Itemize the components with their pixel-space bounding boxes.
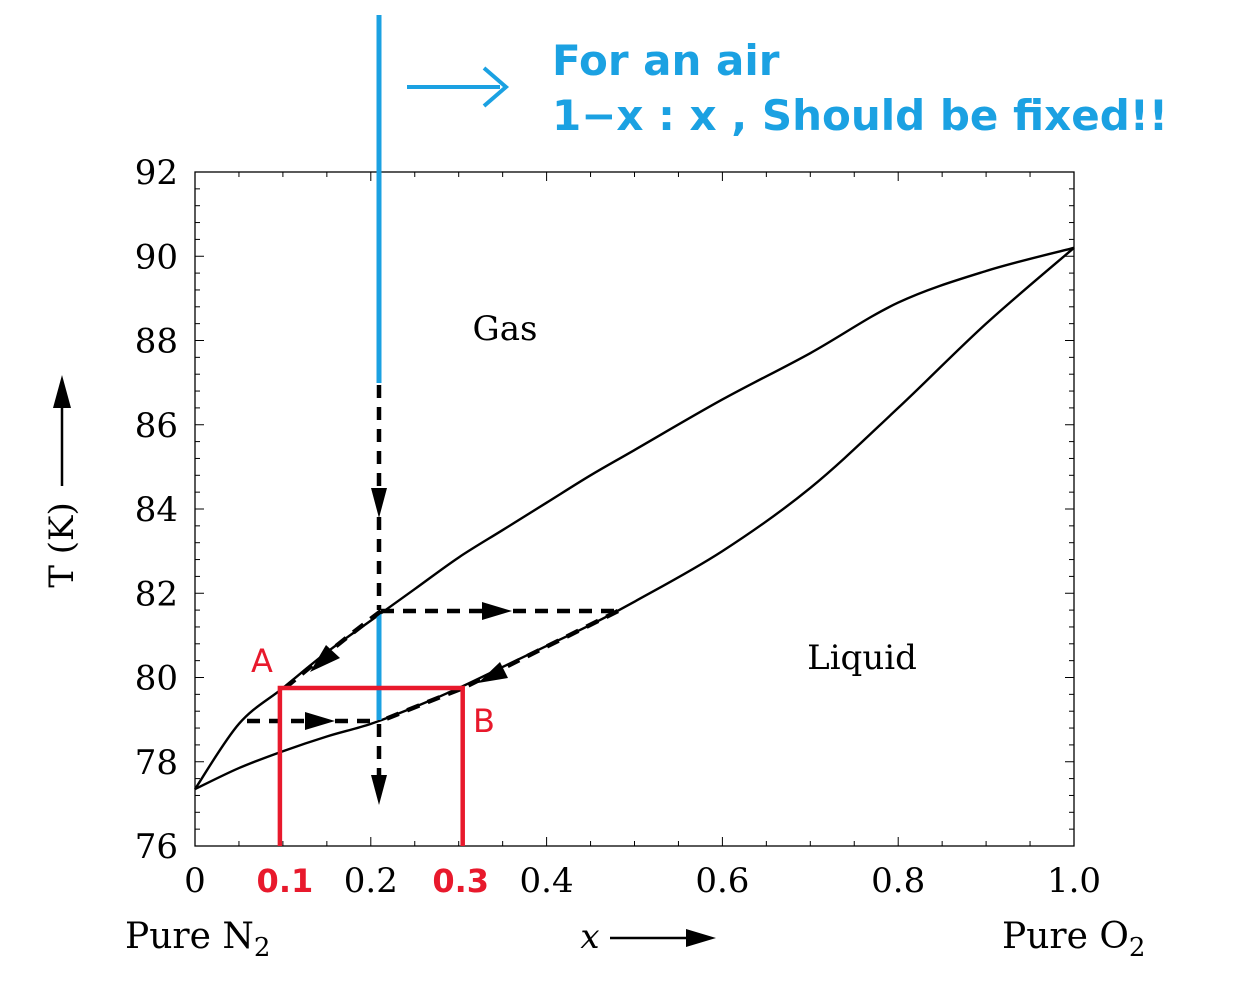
cooling-arrow-head-upper [371,488,387,518]
lever-rule-bracket [277,685,465,846]
dew-trace-arrow [310,645,340,672]
y-tick-label: 80 [135,659,178,699]
liquid-region-label: Liquid [807,638,917,678]
note-line-1: For an air [552,36,780,85]
cooling-arrow-head-lower [371,775,387,805]
composition-mark-label: 0.1 [257,862,314,900]
y-axis-arrow-head [53,375,71,408]
dew-curve [194,246,1075,790]
y-tick-label: 92 [135,153,178,193]
gas-region-label: Gas [473,309,538,349]
y-axis-label: T (K) [42,502,82,587]
x-axis-label: x [580,917,599,957]
x-tick-label: 0.8 [871,861,925,901]
pure-n2-label: Pure N2 [125,916,270,963]
y-tick-label: 76 [135,827,178,867]
point-b-label: B [473,702,495,740]
y-tick-label: 78 [135,743,178,783]
x-tick-label: 0.6 [695,861,749,901]
plot-frame [194,171,1075,847]
x-axis-arrow-head [686,929,716,947]
bubble-trace [380,608,620,724]
y-tick-label: 84 [135,490,178,530]
composition-mark-label: 0.3 [432,862,489,900]
bubble-curve [194,246,1075,791]
pure-o2-label: Pure O2 [1002,916,1145,963]
y-tick-label: 86 [135,406,178,446]
tie-arrow-head-lower [305,712,335,730]
x-tick-label: 0 [184,861,206,901]
x-tick-label: 1.0 [1047,861,1101,901]
y-tick-label: 90 [135,237,178,277]
note-arrow-head [482,66,510,108]
bubble-trace-arrow [478,662,508,683]
x-tick-label: 0.2 [344,861,398,901]
x-tick-label: 0.4 [520,861,574,901]
point-a-label: A [251,642,273,680]
y-tick-label: 88 [135,322,178,362]
tie-arrow-head-upper [482,602,512,620]
note-line-2: 1−x : x , Should be fixed!! [552,91,1168,140]
y-tick-label: 82 [135,574,178,614]
